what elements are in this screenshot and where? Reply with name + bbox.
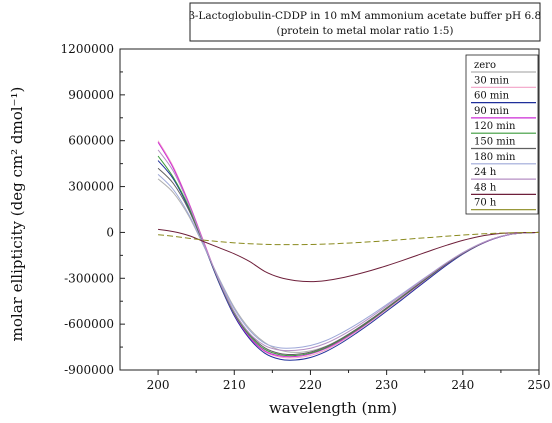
legend-item: zero bbox=[471, 60, 536, 73]
legend-label: 24 h bbox=[474, 167, 497, 178]
y-tick-label: 600000 bbox=[68, 134, 114, 148]
title-line-1: β-Lactoglobulin-CDDP in 10 mM ammonium a… bbox=[189, 10, 541, 22]
legend-label: 60 min bbox=[474, 91, 510, 102]
legend-label: 70 h bbox=[474, 198, 497, 209]
legend-item: 48 h bbox=[471, 182, 536, 195]
legend-item: 24 h bbox=[471, 167, 536, 180]
y-tick-label: -600000 bbox=[64, 317, 114, 331]
plot-area: -900000 -600000 -300000 0 300000 600000 900000… bbox=[61, 42, 551, 392]
series-line-24-h bbox=[157, 149, 540, 352]
legend: zero 30 min 60 min 90 min 120 min 150 min 180 … bbox=[465, 54, 539, 215]
x-tick-label: 210 bbox=[223, 378, 246, 392]
legend-item: 30 min bbox=[471, 75, 536, 88]
legend-item: 150 min bbox=[471, 137, 536, 150]
x-tick-label: 200 bbox=[147, 378, 170, 392]
x-axis-title: wavelength (nm) bbox=[269, 399, 397, 417]
x-tick-label: 220 bbox=[299, 378, 322, 392]
x-tick-label: 240 bbox=[451, 378, 474, 392]
y-tick-label: 1200000 bbox=[61, 42, 114, 56]
legend-item: 120 min bbox=[471, 121, 536, 134]
x-tick-label: 250 bbox=[528, 378, 551, 392]
legend-label: zero bbox=[474, 60, 496, 71]
legend-label: 180 min bbox=[474, 152, 516, 163]
legend-label: 30 min bbox=[474, 75, 510, 86]
series-line-48-h bbox=[158, 228, 540, 283]
series-line-70-h bbox=[158, 231, 540, 246]
y-tick-label: -900000 bbox=[64, 363, 114, 377]
chart-title: β-Lactoglobulin-CDDP in 10 mM ammonium a… bbox=[189, 2, 541, 42]
legend-label: 120 min bbox=[474, 121, 516, 132]
title-line-2: (protein to metal molar ratio 1:5) bbox=[276, 25, 453, 37]
legend-label: 90 min bbox=[474, 106, 510, 117]
x-tick-label: 230 bbox=[375, 378, 398, 392]
title-box bbox=[189, 2, 541, 42]
legend-item: 180 min bbox=[471, 152, 536, 165]
legend-box bbox=[465, 54, 539, 215]
legend-item: 60 min bbox=[471, 91, 536, 104]
y-axis-title: molar ellipticity (deg cm² dmol⁻¹) bbox=[8, 87, 26, 342]
y-tick-label: -300000 bbox=[64, 271, 114, 285]
legend-label: 48 h bbox=[474, 182, 497, 193]
y-tick-label: 300000 bbox=[68, 180, 114, 194]
y-tick-label: 0 bbox=[106, 225, 114, 239]
legend-item: 90 min bbox=[471, 106, 536, 119]
legend-item: 70 h bbox=[471, 198, 536, 211]
y-tick-label: 900000 bbox=[68, 88, 114, 102]
legend-label: 150 min bbox=[474, 137, 516, 148]
